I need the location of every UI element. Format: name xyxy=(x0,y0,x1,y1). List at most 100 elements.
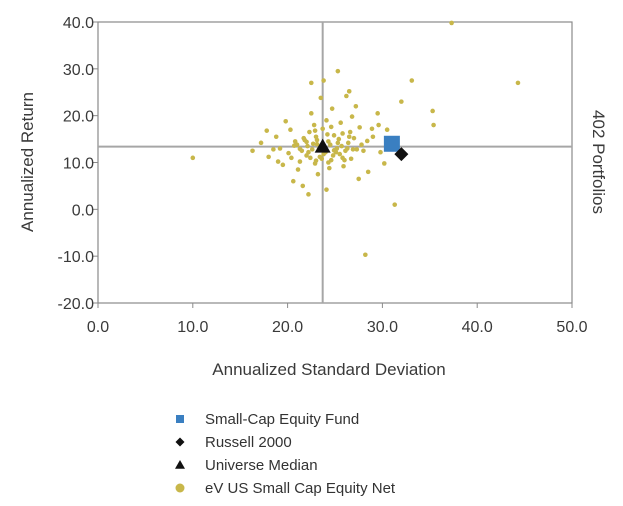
universe-point xyxy=(306,192,311,197)
universe-point xyxy=(329,106,335,111)
universe-point xyxy=(273,134,279,140)
benchmark-point xyxy=(394,147,409,162)
universe-point xyxy=(430,108,435,114)
universe-point xyxy=(271,147,276,152)
universe-point xyxy=(361,148,366,154)
universe-point xyxy=(344,93,349,99)
universe-point xyxy=(290,178,296,184)
universe-point xyxy=(335,68,341,74)
universe-point xyxy=(365,169,371,175)
universe-point xyxy=(313,158,319,163)
universe-point xyxy=(264,128,270,133)
universe-point xyxy=(318,95,324,101)
universe-point xyxy=(345,140,351,146)
y-tick-label: 30.0 xyxy=(63,62,94,79)
legend-benchmark-label: Russell 2000 xyxy=(205,434,292,451)
universe-point xyxy=(314,141,320,147)
universe-point xyxy=(300,183,306,189)
universe-point xyxy=(309,147,315,152)
universe-point xyxy=(328,124,334,130)
x-tick-label: 30.0 xyxy=(367,319,398,336)
universe-point xyxy=(364,138,370,144)
universe-point xyxy=(338,120,343,125)
y-axis-title: Annualized Return xyxy=(18,92,37,232)
universe-point xyxy=(308,155,313,161)
universe-point xyxy=(309,80,314,86)
universe-point xyxy=(370,134,376,140)
universe-point xyxy=(347,129,353,135)
legend-fund: Small-Cap Equity Fund xyxy=(176,411,359,428)
legend-universe-label: eV US Small Cap Equity Net xyxy=(205,480,396,497)
universe-point xyxy=(266,154,271,160)
universe-point xyxy=(297,146,303,152)
universe-point xyxy=(330,153,336,158)
y-tick-label: -20.0 xyxy=(58,296,95,313)
universe-point xyxy=(190,155,196,161)
x-tick-label: 0.0 xyxy=(87,319,109,336)
universe-point xyxy=(315,171,321,177)
universe-point xyxy=(325,132,330,137)
universe-point xyxy=(313,134,319,140)
legend-universe: eV US Small Cap Equity Net xyxy=(175,480,396,497)
universe-point xyxy=(292,139,298,144)
legend-median-label: Universe Median xyxy=(205,457,318,474)
universe-point xyxy=(399,99,404,104)
median-point xyxy=(314,138,331,153)
universe-point xyxy=(306,149,311,155)
universe-point xyxy=(384,127,390,133)
universe-point xyxy=(337,151,343,157)
universe-point xyxy=(275,159,281,164)
x-tick-label: 10.0 xyxy=(177,319,208,336)
universe-point xyxy=(349,114,355,119)
universe-point xyxy=(381,161,387,166)
universe-point xyxy=(353,104,359,109)
universe-point xyxy=(310,141,316,147)
universe-point xyxy=(359,142,364,148)
legend-fund-label: Small-Cap Equity Fund xyxy=(205,411,359,428)
y-tick-label: 20.0 xyxy=(63,109,94,126)
universe-point xyxy=(327,165,332,171)
legend-median-marker xyxy=(175,460,185,469)
portfolio-count-label: 402 Portfolios xyxy=(589,110,608,214)
universe-point xyxy=(378,149,383,155)
universe-point xyxy=(309,111,314,116)
y-tick-label: -10.0 xyxy=(58,249,95,266)
universe-point xyxy=(431,122,436,128)
y-tick-label: 40.0 xyxy=(63,15,94,32)
universe-point xyxy=(357,125,362,130)
universe-point xyxy=(326,160,331,165)
universe-point xyxy=(321,78,326,83)
universe-point xyxy=(305,143,310,149)
universe-point xyxy=(250,148,255,154)
universe-point xyxy=(297,159,303,164)
legend-universe-marker xyxy=(175,483,185,493)
universe-point xyxy=(331,148,337,153)
x-tick-label: 40.0 xyxy=(462,319,493,336)
universe-point xyxy=(312,128,318,133)
universe-point xyxy=(320,126,325,132)
universe-point xyxy=(515,80,521,86)
universe-point xyxy=(351,135,357,141)
universe-point xyxy=(376,122,381,128)
universe-point xyxy=(286,150,291,156)
universe-point xyxy=(307,129,312,135)
universe-point xyxy=(288,127,293,133)
universe-point xyxy=(336,136,342,142)
universe-point xyxy=(409,78,415,83)
x-tick-label: 50.0 xyxy=(556,319,587,336)
universe-point xyxy=(345,146,350,151)
universe-point xyxy=(324,187,329,192)
fund-point xyxy=(383,135,400,152)
universe-point xyxy=(356,176,362,182)
universe-point xyxy=(346,134,352,140)
legend-benchmark: Russell 2000 xyxy=(175,434,292,451)
universe-point xyxy=(280,162,286,168)
legend-benchmark-marker xyxy=(175,437,185,447)
x-axis-title: Annualized Standard Deviation xyxy=(212,360,445,379)
universe-point xyxy=(311,122,317,128)
legend-fund-marker xyxy=(176,415,184,423)
universe-point xyxy=(319,156,325,162)
universe-point xyxy=(258,140,264,146)
universe-point xyxy=(341,163,346,169)
universe-point xyxy=(340,131,345,136)
